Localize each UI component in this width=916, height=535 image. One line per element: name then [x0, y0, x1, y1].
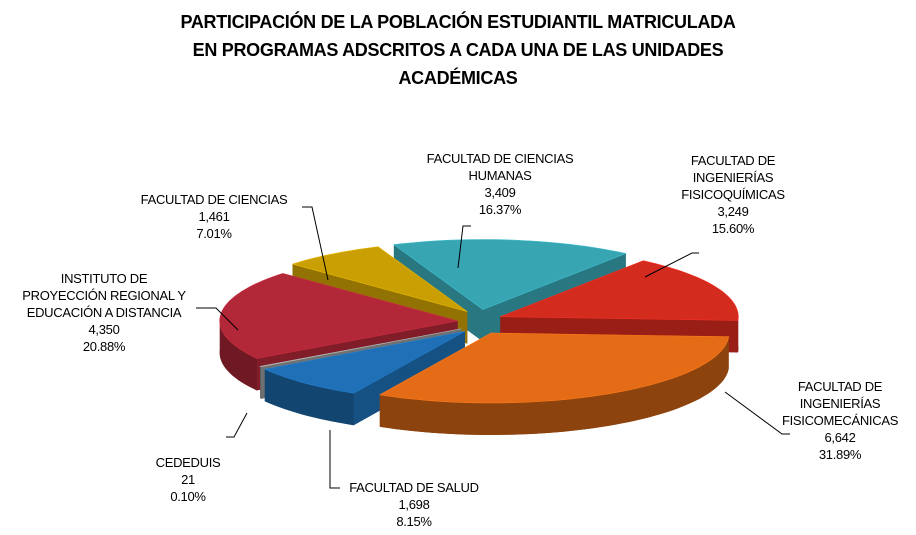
percent-label: 16.37% — [478, 202, 522, 217]
slice — [500, 260, 739, 321]
category-label: FACULTAD DE CIENCIAS — [140, 192, 288, 207]
slice — [378, 332, 730, 404]
category-label: FACULTAD DE INGENIERÍAS FISICOQUÍMICAS — [681, 153, 785, 202]
percent-label: 0.10% — [170, 489, 206, 504]
slice-label: FACULTAD DE INGENIERÍAS FISICOQUÍMICAS 3,… — [668, 152, 798, 237]
slice-side — [219, 320, 257, 391]
slice — [259, 328, 462, 368]
leader-line — [226, 412, 248, 438]
leader-line — [457, 225, 471, 269]
category-label: FACULTAD DE SALUD — [349, 480, 479, 495]
slice-label: CEDEDUIS 21 0.10% — [143, 454, 233, 505]
value-label: 6,642 — [824, 430, 856, 445]
slice-label: FACULTAD DE CIENCIAS 1,461 7.01% — [119, 191, 309, 242]
value-label: 21 — [181, 472, 195, 487]
percent-label: 20.88% — [82, 339, 126, 354]
slice — [219, 273, 458, 359]
percent-label: 8.15% — [396, 514, 432, 529]
leader-line — [302, 206, 329, 281]
value-label: 3,249 — [717, 204, 749, 219]
slice-label: FACULTAD DE CIENCIAS HUMANAS 3,409 16.37% — [405, 150, 595, 218]
leader-line — [196, 307, 239, 331]
slice — [393, 239, 627, 310]
value-label: 1,698 — [398, 497, 430, 512]
category-label: INSTITUTO DE PROYECCIÓN REGIONAL Y EDUCA… — [22, 271, 186, 320]
value-label: 3,409 — [484, 185, 516, 200]
slice-side — [379, 336, 729, 435]
slice — [263, 331, 466, 394]
percent-label: 7.01% — [196, 226, 232, 241]
chart-title: PARTICIPACIÓN DE LA POBLACIÓN ESTUDIANTI… — [180, 12, 736, 88]
slice-label: INSTITUTO DE PROYECCIÓN REGIONAL Y EDUCA… — [9, 270, 199, 355]
value-label: 4,350 — [88, 322, 120, 337]
leader-line — [644, 252, 699, 278]
category-label: FACULTAD DE INGENIERÍAS FISICOMECÁNICAS — [781, 379, 899, 428]
slice-side — [260, 366, 262, 399]
leader-line — [329, 430, 340, 489]
category-label: FACULTAD DE CIENCIAS HUMANAS — [426, 151, 574, 183]
leader-line — [724, 391, 790, 435]
category-label: CEDEDUIS — [155, 455, 221, 470]
percent-label: 31.89% — [818, 447, 862, 462]
slice-label: FACULTAD DE INGENIERÍAS FISICOMECÁNICAS 6… — [770, 378, 910, 463]
slice-label: FACULTAD DE SALUD 1,698 8.15% — [314, 479, 514, 530]
percent-label: 15.60% — [711, 221, 755, 236]
slice-side — [264, 369, 354, 426]
value-label: 1,461 — [198, 209, 230, 224]
slice — [291, 246, 468, 312]
